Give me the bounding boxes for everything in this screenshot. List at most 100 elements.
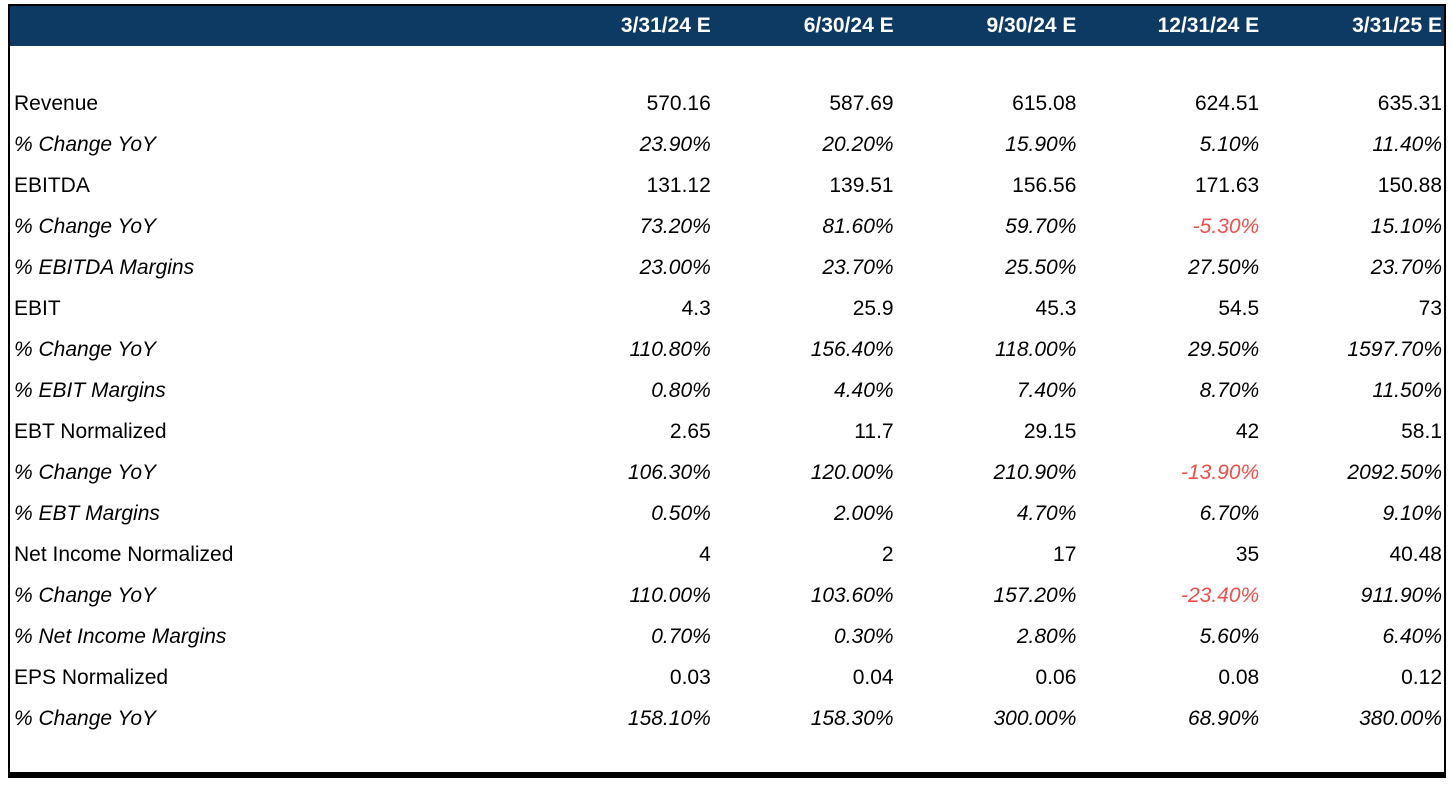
- column-header: 3/31/24 E: [530, 6, 713, 46]
- row-label: % Change YoY: [14, 583, 157, 607]
- cell-value: 171.63: [1194, 173, 1260, 197]
- cell-value: 103.60%: [810, 583, 894, 607]
- cell-value: 25.9: [852, 296, 894, 320]
- row-label: Net Income Normalized: [14, 542, 234, 566]
- spacer-row: [10, 739, 1444, 772]
- table-row: % Change YoY 23.90% 20.20% 15.90% 5.10% 11.40…: [10, 124, 1444, 165]
- cell-value: 59.70%: [1005, 214, 1077, 238]
- cell-value: 0.50%: [651, 501, 711, 525]
- cell-value: 911.90%: [1360, 583, 1442, 607]
- row-label: EBT Normalized: [14, 419, 167, 443]
- table-header: 3/31/24 E 6/30/24 E 9/30/24 E 12/31/24 E 3/3…: [10, 6, 1444, 46]
- estimates-table: 3/31/24 E 6/30/24 E 9/30/24 E 12/31/24 E 3/3…: [10, 6, 1444, 772]
- cell-value: 54.5: [1218, 296, 1260, 320]
- table-row: % Change YoY 110.80% 156.40% 118.00% 29.50% 1…: [10, 329, 1444, 370]
- corner-header-cell: [10, 6, 530, 46]
- cell-value: 300.00%: [993, 706, 1077, 730]
- cell-value: 81.60%: [822, 214, 894, 238]
- cell-value: 45.3: [1035, 296, 1077, 320]
- cell-value: 120.00%: [810, 460, 894, 484]
- row-label: % EBT Margins: [14, 501, 160, 525]
- header-row: 3/31/24 E 6/30/24 E 9/30/24 E 12/31/24 E 3/3…: [10, 6, 1444, 46]
- cell-value: 0.03: [669, 665, 711, 689]
- cell-value: 73: [1418, 296, 1442, 320]
- table-row: % EBITDA Margins 23.00% 23.70% 25.50% 27.50%…: [10, 247, 1444, 288]
- column-header: 3/31/25 E: [1261, 6, 1444, 46]
- table-row: EBT Normalized 2.65 11.7 29.15 42 58.1: [10, 411, 1444, 452]
- row-label: % EBITDA Margins: [14, 255, 195, 279]
- cell-value: 15.90%: [1005, 132, 1077, 156]
- cell-value: 110.80%: [629, 337, 711, 361]
- cell-value: 17: [1053, 542, 1077, 566]
- cell-value: 157.20%: [993, 583, 1077, 607]
- cell-value: 5.10%: [1199, 132, 1260, 156]
- cell-value: 23.70%: [1370, 255, 1442, 279]
- column-header: 12/31/24 E: [1078, 6, 1262, 46]
- cell-value: 23.70%: [822, 255, 894, 279]
- table-row: % Change YoY 73.20% 81.60% 59.70% -5.30% 15.1…: [10, 206, 1444, 247]
- table-row: EPS Normalized 0.03 0.04 0.06 0.08 0.12: [10, 657, 1444, 698]
- cell-value: 40.48: [1389, 542, 1442, 566]
- cell-value: 0.12: [1401, 665, 1442, 689]
- spacer-row: [10, 46, 1444, 83]
- row-label: % Change YoY: [14, 214, 157, 238]
- cell-value: 118.00%: [995, 337, 1077, 361]
- cell-value: 0.04: [852, 665, 894, 689]
- cell-value: 20.20%: [822, 132, 894, 156]
- cell-value: 29.15: [1023, 419, 1077, 443]
- cell-value: 158.10%: [627, 706, 711, 730]
- cell-value: 25.50%: [1005, 255, 1077, 279]
- table-row: % EBT Margins 0.50% 2.00% 4.70% 6.70% 9.10%: [10, 493, 1444, 534]
- cell-value: 11.7: [854, 419, 894, 443]
- cell-value: -13.90%: [1180, 460, 1260, 484]
- cell-value: 131.12: [646, 173, 711, 197]
- row-label: EPS Normalized: [14, 665, 169, 689]
- cell-value: -5.30%: [1192, 214, 1260, 238]
- cell-value: 42: [1235, 419, 1260, 443]
- cell-value: 6.40%: [1382, 624, 1442, 648]
- table-row: EBITDA 131.12 139.51 156.56 171.63 150.88: [10, 165, 1444, 206]
- cell-value: 106.30%: [627, 460, 711, 484]
- table-row: % Net Income Margins 0.70% 0.30% 2.80% 5.60%…: [10, 616, 1444, 657]
- cell-value: 1597.70%: [1347, 337, 1442, 361]
- cell-value: 23.00%: [639, 255, 711, 279]
- cell-value: 35: [1235, 542, 1260, 566]
- row-label: EBIT: [14, 296, 61, 320]
- cell-value: 58.1: [1401, 419, 1442, 443]
- cell-value: 5.60%: [1199, 624, 1260, 648]
- row-label: % Change YoY: [14, 460, 157, 484]
- cell-value: 0.06: [1035, 665, 1077, 689]
- cell-value: 0.30%: [834, 624, 894, 648]
- cell-value: 4: [699, 542, 711, 566]
- table-row: Revenue 570.16 587.69 615.08 624.51 635.31: [10, 83, 1444, 124]
- cell-value: 6.70%: [1199, 501, 1260, 525]
- cell-value: 210.90%: [993, 460, 1077, 484]
- row-label: % Net Income Margins: [14, 624, 227, 648]
- cell-value: 0.80%: [651, 378, 711, 402]
- cell-value: 570.16: [646, 91, 711, 115]
- cell-value: -23.40%: [1180, 583, 1260, 607]
- cell-value: 9.10%: [1382, 501, 1442, 525]
- spacer-cell: [10, 739, 1444, 772]
- row-label: % Change YoY: [14, 337, 157, 361]
- cell-value: 68.90%: [1187, 706, 1260, 730]
- table-row: % Change YoY 110.00% 103.60% 157.20% -23.40%…: [10, 575, 1444, 616]
- cell-value: 2.80%: [1016, 624, 1077, 648]
- cell-value: 0.08: [1218, 665, 1260, 689]
- cell-value: 11.50%: [1372, 378, 1442, 402]
- cell-value: 15.10%: [1370, 214, 1442, 238]
- row-label: Revenue: [14, 91, 99, 115]
- row-label: % Change YoY: [14, 706, 157, 730]
- cell-value: 73.20%: [639, 214, 711, 238]
- cell-value: 2: [881, 542, 894, 566]
- cell-value: 156.40%: [810, 337, 894, 361]
- cell-value: 23.90%: [639, 132, 711, 156]
- cell-value: 8.70%: [1199, 378, 1260, 402]
- cell-value: 624.51: [1194, 91, 1260, 115]
- cell-value: 2.00%: [834, 501, 894, 525]
- spacer-cell: [10, 46, 1444, 83]
- financial-estimates-table: 3/31/24 E 6/30/24 E 9/30/24 E 12/31/24 E 3/3…: [8, 4, 1446, 778]
- row-label: EBITDA: [14, 173, 90, 197]
- cell-value: 587.69: [829, 91, 894, 115]
